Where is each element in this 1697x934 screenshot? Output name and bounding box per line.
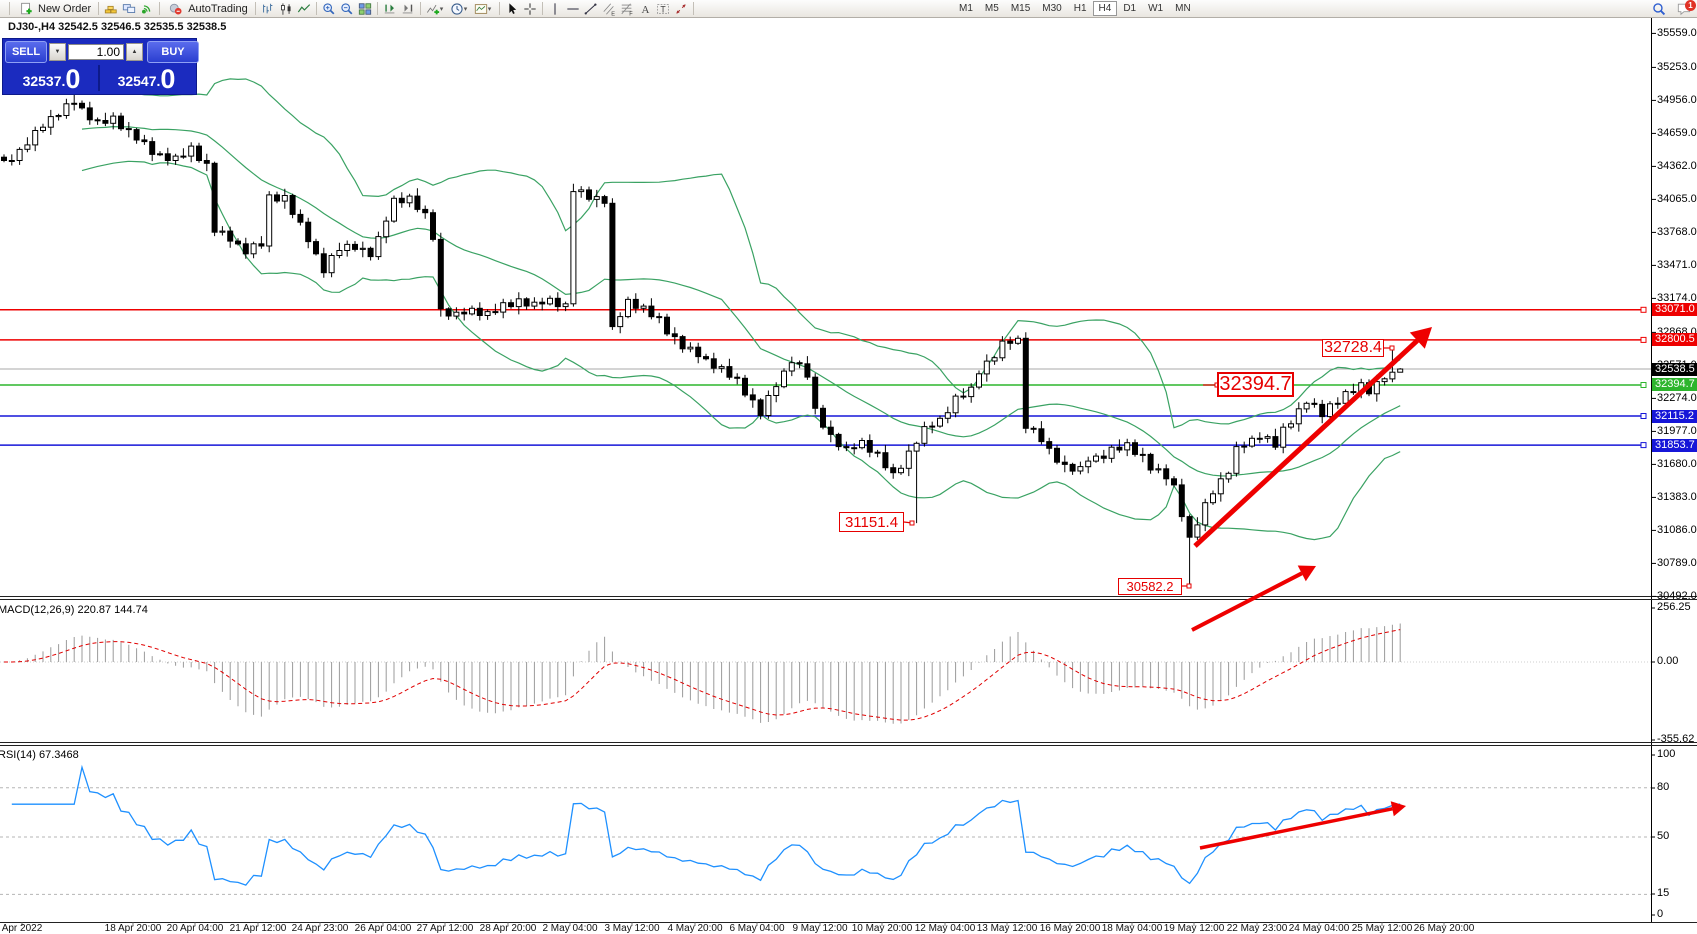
timeframe-D1[interactable]: D1 bbox=[1123, 3, 1137, 14]
timeframe-M30[interactable]: M30 bbox=[1042, 3, 1062, 14]
arrows-icon[interactable] bbox=[672, 1, 690, 16]
volume-decrease-button[interactable]: ▼ bbox=[49, 43, 66, 61]
new-order-label: New Order bbox=[38, 2, 92, 15]
timeframe-H4[interactable]: H4 bbox=[1092, 1, 1118, 16]
toolbar-separator bbox=[9, 2, 10, 15]
sell-button[interactable]: SELL bbox=[5, 41, 47, 63]
zoom-out-icon[interactable] bbox=[338, 1, 356, 16]
dropdown-arrow-icon[interactable]: ▾ bbox=[487, 5, 492, 13]
svg-text:E: E bbox=[611, 11, 615, 15]
notification-badge: 1 bbox=[1685, 0, 1696, 11]
top-toolbar: New Order AutoTrading ▾ ▾ ▾ E F A T M1 M5 M15 M3… bbox=[0, 0, 1697, 18]
search-icon[interactable] bbox=[1650, 1, 1668, 16]
vline-icon[interactable] bbox=[546, 1, 564, 16]
chart-shift-icon[interactable] bbox=[381, 1, 399, 16]
timeframe-M1[interactable]: M1 bbox=[959, 3, 973, 14]
buy-button[interactable]: BUY bbox=[147, 41, 199, 63]
timeframe-M5[interactable]: M5 bbox=[984, 3, 999, 14]
timeframe-M15[interactable]: M15 bbox=[1010, 3, 1031, 14]
volume-input[interactable] bbox=[68, 44, 124, 60]
volume-increase-button[interactable]: ▲ bbox=[126, 43, 143, 61]
sell-price[interactable]: 32537. 0 bbox=[22, 64, 81, 94]
channel-icon[interactable]: E bbox=[600, 1, 618, 16]
chart-autoscroll-icon[interactable] bbox=[399, 1, 417, 16]
signal-icon[interactable] bbox=[138, 1, 156, 16]
new-order-button[interactable]: New Order bbox=[13, 1, 95, 16]
templates-icon[interactable] bbox=[472, 1, 490, 16]
crosshair-icon[interactable] bbox=[521, 1, 539, 16]
fibo-icon[interactable]: F bbox=[618, 1, 636, 16]
svg-text:T: T bbox=[660, 4, 666, 14]
svg-text:F: F bbox=[629, 11, 633, 15]
one-click-trading-panel: SELL ▼ ▲ BUY 32537.0 32547.0 bbox=[2, 38, 199, 95]
notifications-button[interactable]: 1 bbox=[1675, 0, 1696, 16]
indicators-icon[interactable] bbox=[424, 1, 442, 16]
clipped-icon bbox=[0, 1, 6, 16]
dropdown-arrow-icon[interactable]: ▾ bbox=[463, 5, 468, 13]
autotrading-icon bbox=[167, 1, 185, 16]
svg-text:A: A bbox=[641, 3, 649, 15]
hline-icon[interactable] bbox=[564, 1, 582, 16]
cursor-icon[interactable] bbox=[503, 1, 521, 16]
bar-chart-icon[interactable] bbox=[259, 1, 277, 16]
candle-chart-icon[interactable] bbox=[277, 1, 295, 16]
timeframe-group: M1 M5 M15 M30 H1 H4 D1 W1 MN bbox=[953, 1, 1197, 16]
gold-icon[interactable] bbox=[102, 1, 120, 16]
zoom-in-icon[interactable] bbox=[320, 1, 338, 16]
periods-icon[interactable] bbox=[448, 1, 466, 16]
terminal-icon[interactable] bbox=[120, 1, 138, 16]
new-order-icon bbox=[17, 1, 35, 16]
text-icon[interactable]: A bbox=[636, 1, 654, 16]
timeframe-MN[interactable]: MN bbox=[1175, 3, 1191, 14]
tile-windows-icon[interactable] bbox=[356, 1, 374, 16]
autotrading-label: AutoTrading bbox=[188, 2, 248, 15]
label-icon[interactable]: T bbox=[654, 1, 672, 16]
dropdown-arrow-icon[interactable]: ▾ bbox=[439, 5, 444, 13]
price-divider bbox=[98, 65, 100, 91]
timeframe-W1[interactable]: W1 bbox=[1148, 3, 1164, 14]
line-chart-icon[interactable] bbox=[295, 1, 313, 16]
autotrading-button[interactable]: AutoTrading bbox=[163, 1, 252, 16]
buy-price[interactable]: 32547. 0 bbox=[117, 64, 176, 94]
timeframe-H1[interactable]: H1 bbox=[1073, 3, 1087, 14]
trendline-icon[interactable] bbox=[582, 1, 600, 16]
